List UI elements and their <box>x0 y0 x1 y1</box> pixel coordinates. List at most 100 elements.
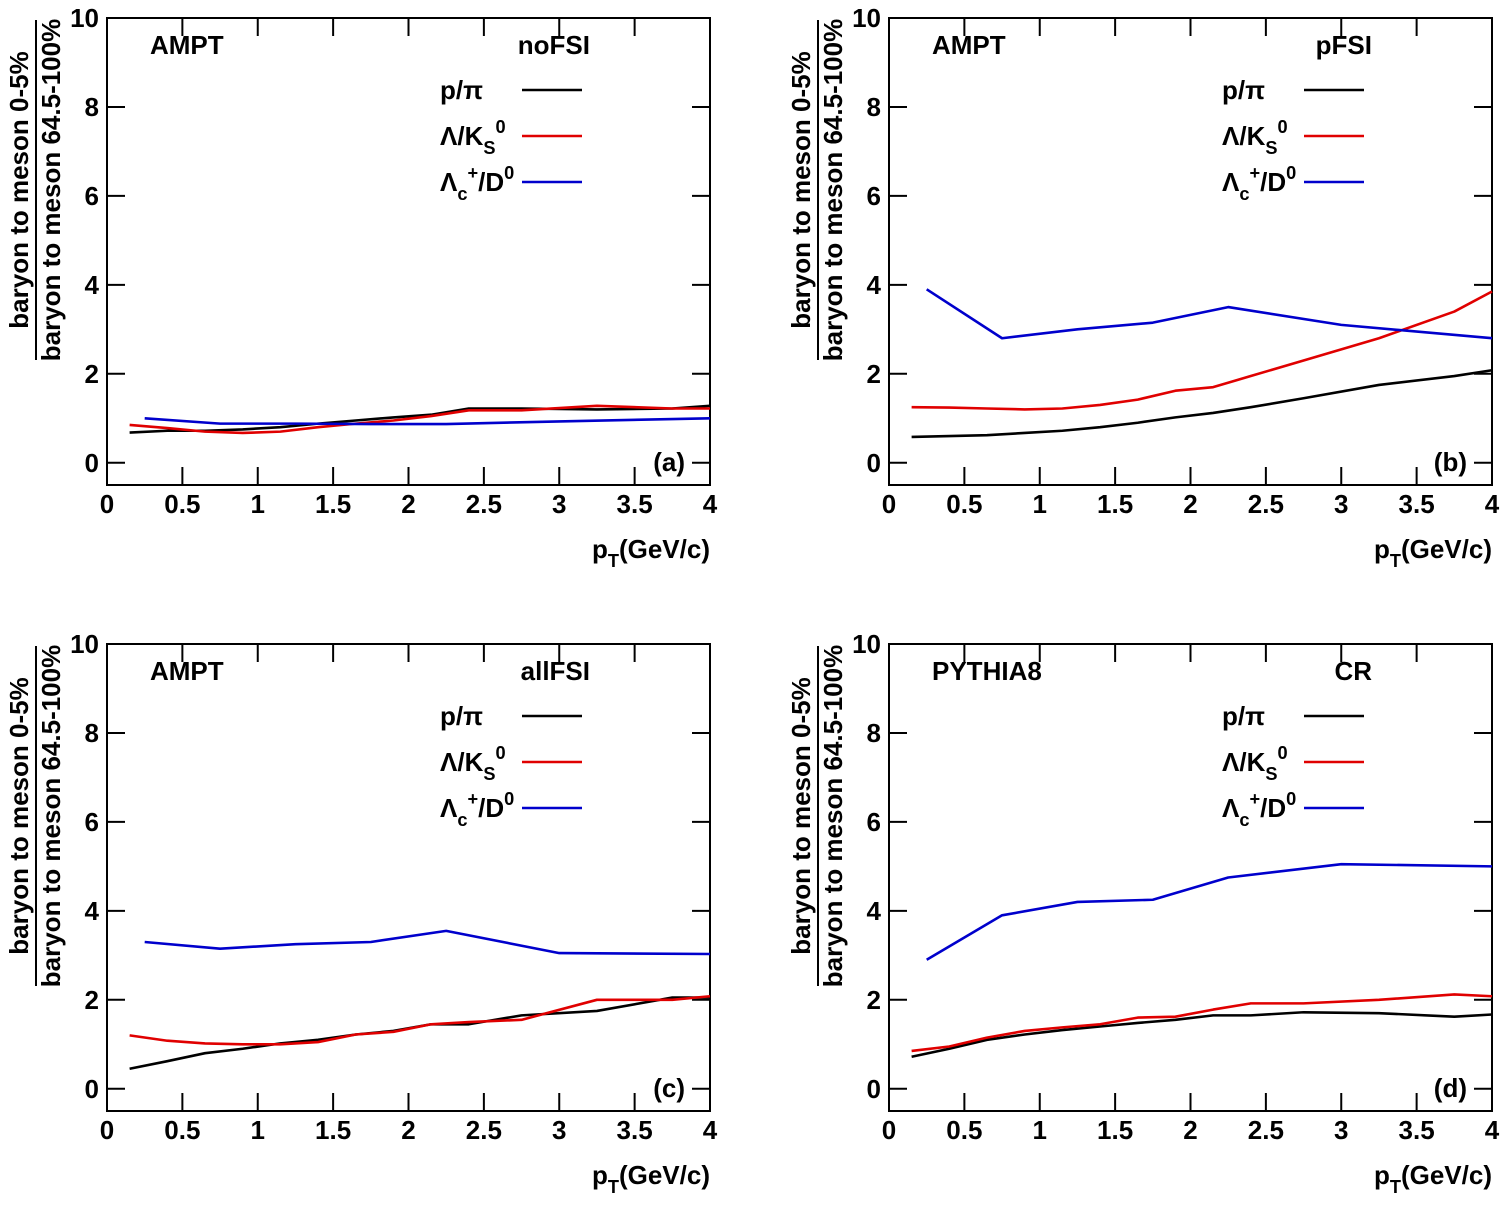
y-axis-label: baryon to meson 0-5% baryon to meson 64.5… <box>4 19 66 361</box>
y-tick-label: 2 <box>867 359 881 389</box>
x-axis-label: pT(GeV/c) <box>1374 1160 1492 1197</box>
legend-label: Λc+/D0 <box>440 163 514 204</box>
x-tick-label: 2 <box>401 1115 415 1145</box>
legend-label: p/π <box>440 75 483 105</box>
x-tick-label: 2.5 <box>1248 489 1284 519</box>
legend-label: Λ/KS0 <box>440 117 506 158</box>
y-tick-label: 8 <box>85 718 99 748</box>
series-line <box>129 404 711 434</box>
series-line <box>911 993 1493 1053</box>
panel: 0 0.5 1 1.5 2 2.5 3 3.5 4 0 2 4 6 8 10 pT(GeV/c) baryon … <box>4 3 718 571</box>
y-tick-label: 4 <box>867 896 882 926</box>
x-tick-label: 1.5 <box>1097 489 1133 519</box>
x-tick-label: 4 <box>703 489 718 519</box>
x-tick-label: 2.5 <box>466 1115 502 1145</box>
x-tick-label: 1 <box>1033 489 1047 519</box>
x-tick-label: 2.5 <box>466 489 502 519</box>
series-line <box>129 994 711 1046</box>
y-tick-label: 4 <box>85 270 100 300</box>
y-tick-label: 2 <box>867 985 881 1015</box>
y-axis-label: baryon to meson 0-5% baryon to meson 64.5… <box>786 645 848 987</box>
x-tick-label: 1 <box>251 489 265 519</box>
panel-label: (a) <box>653 447 685 477</box>
y-tick-label: 6 <box>867 181 881 211</box>
series-line <box>129 404 710 435</box>
legend-label: Λ/KS0 <box>440 743 506 784</box>
annotation: AMPT <box>150 30 224 60</box>
x-axis-label: pT(GeV/c) <box>592 534 710 571</box>
series-line <box>144 416 711 426</box>
series-line <box>926 862 1493 961</box>
plot-frame <box>106 643 711 1112</box>
y-label-denominator: baryon to meson 64.5-100% <box>818 645 848 987</box>
x-tick-label: 1 <box>1033 1115 1047 1145</box>
x-tick-label: 1.5 <box>315 489 351 519</box>
x-tick-label: 3 <box>552 489 566 519</box>
y-tick-label: 0 <box>85 1074 99 1104</box>
x-tick-label: 4 <box>1485 1115 1500 1145</box>
y-tick-label: 8 <box>85 92 99 122</box>
x-tick-label: 2 <box>1183 489 1197 519</box>
x-tick-label: 0 <box>100 489 114 519</box>
panel: 0 0.5 1 1.5 2 2.5 3 3.5 4 0 2 4 6 8 10 pT(GeV/c) baryon … <box>4 629 718 1197</box>
x-tick-label: 3.5 <box>617 489 653 519</box>
x-tick-label: 3 <box>552 1115 566 1145</box>
annotation: AMPT <box>150 656 224 686</box>
legend-label: p/π <box>440 701 483 731</box>
y-axis-label: baryon to meson 0-5% baryon to meson 64.5… <box>4 645 66 987</box>
x-tick-label: 0.5 <box>164 489 200 519</box>
x-tick-label: 1.5 <box>315 1115 351 1145</box>
panel-label: (c) <box>653 1073 685 1103</box>
y-label-denominator: baryon to meson 64.5-100% <box>36 645 66 987</box>
x-tick-label: 4 <box>1485 489 1500 519</box>
y-tick-label: 0 <box>867 448 881 478</box>
annotation: PYTHIA8 <box>932 656 1042 686</box>
y-tick-label: 2 <box>85 985 99 1015</box>
x-tick-label: 0 <box>100 1115 114 1145</box>
x-tick-label: 3.5 <box>617 1115 653 1145</box>
x-axis-label: pT(GeV/c) <box>592 1160 710 1197</box>
y-label-numerator: baryon to meson 0-5% <box>4 51 34 328</box>
panel: 0 0.5 1 1.5 2 2.5 3 3.5 4 0 2 4 6 8 10 pT(GeV/c) baryon … <box>786 3 1500 571</box>
series-line <box>911 1010 1493 1059</box>
x-tick-label: 4 <box>703 1115 718 1145</box>
x-tick-label: 0 <box>882 1115 896 1145</box>
x-tick-label: 3.5 <box>1399 489 1435 519</box>
y-tick-label: 4 <box>85 896 100 926</box>
y-tick-label: 6 <box>85 181 99 211</box>
annotation: pFSI <box>1316 30 1372 60</box>
annotation: noFSI <box>518 30 590 60</box>
series-line <box>911 368 1493 439</box>
y-tick-label: 6 <box>867 807 881 837</box>
panel-label: (b) <box>1434 447 1467 477</box>
x-tick-label: 1 <box>251 1115 265 1145</box>
series-line <box>129 996 710 1071</box>
y-tick-label: 8 <box>867 718 881 748</box>
y-tick-label: 6 <box>85 807 99 837</box>
y-tick-label: 0 <box>85 448 99 478</box>
y-tick-label: 10 <box>852 3 881 33</box>
legend-label: Λc+/D0 <box>1222 163 1296 204</box>
series-line <box>911 290 1493 411</box>
y-label-numerator: baryon to meson 0-5% <box>4 677 34 954</box>
series-line <box>144 929 711 956</box>
panel-label: (d) <box>1434 1073 1467 1103</box>
legend-label: p/π <box>1222 701 1265 731</box>
legend-label: p/π <box>1222 75 1265 105</box>
x-tick-label: 2 <box>1183 1115 1197 1145</box>
x-tick-label: 3 <box>1334 489 1348 519</box>
annotation: allFSI <box>521 656 590 686</box>
x-tick-label: 1.5 <box>1097 1115 1133 1145</box>
x-tick-label: 2 <box>401 489 415 519</box>
y-tick-label: 0 <box>867 1074 881 1104</box>
y-axis-label: baryon to meson 0-5% baryon to meson 64.5… <box>786 19 848 361</box>
x-tick-label: 3.5 <box>1399 1115 1435 1145</box>
x-tick-label: 0.5 <box>946 489 982 519</box>
y-tick-label: 2 <box>85 359 99 389</box>
series-line <box>925 288 1493 340</box>
y-label-denominator: baryon to meson 64.5-100% <box>818 19 848 361</box>
y-label-denominator: baryon to meson 64.5-100% <box>36 19 66 361</box>
legend-label: Λc+/D0 <box>440 789 514 830</box>
legend-label: Λc+/D0 <box>1222 789 1296 830</box>
